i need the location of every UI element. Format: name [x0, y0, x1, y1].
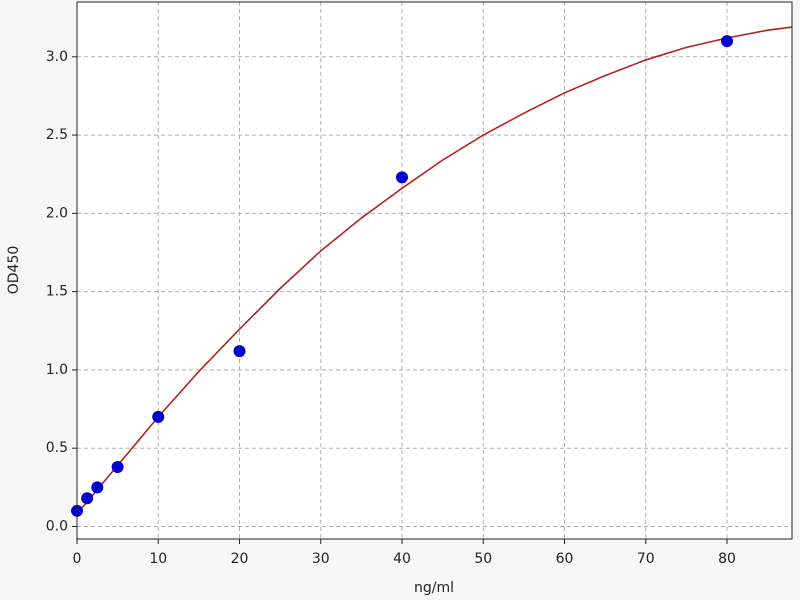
- plot-layer: 0 10 20 30 40 50 60 70 80 0.0 0.5 1.0 1.5 2.0 2.5 3.0: [46, 2, 793, 567]
- x-tick-label: 40: [393, 551, 411, 567]
- fit-curve: [76, 26, 793, 515]
- plot-area: [77, 2, 792, 539]
- data-point: [111, 460, 124, 473]
- data-point: [233, 345, 246, 358]
- x-tick-label: 20: [231, 551, 249, 567]
- x-tick-label: 50: [474, 551, 492, 567]
- plot-frame: [76, 1, 793, 540]
- y-tick-label: 1.0: [46, 362, 68, 378]
- y-tick-label: 3.0: [46, 49, 68, 65]
- x-tick-label: 80: [718, 551, 736, 567]
- y-tick-label: 2.5: [46, 127, 68, 143]
- x-tick-label: 30: [312, 551, 330, 567]
- x-axis-label: ng/ml: [414, 580, 454, 596]
- y-tick-label: 0.5: [46, 440, 68, 456]
- x-tick-label: 60: [556, 551, 574, 567]
- x-tick-label: 70: [637, 551, 655, 567]
- y-tick-label: 0.0: [46, 518, 68, 534]
- data-point: [81, 492, 94, 505]
- y-tick-label: 2.0: [46, 205, 68, 221]
- data-point: [91, 481, 104, 494]
- data-point: [396, 171, 408, 184]
- data-point: [152, 410, 165, 423]
- y-axis-label: OD450: [6, 246, 22, 295]
- series-layer: [71, 26, 793, 517]
- x-tick-label: 0: [73, 551, 82, 567]
- y-tick-label: 1.5: [46, 284, 68, 300]
- x-tick-label: 10: [149, 551, 167, 567]
- data-point: [721, 35, 733, 48]
